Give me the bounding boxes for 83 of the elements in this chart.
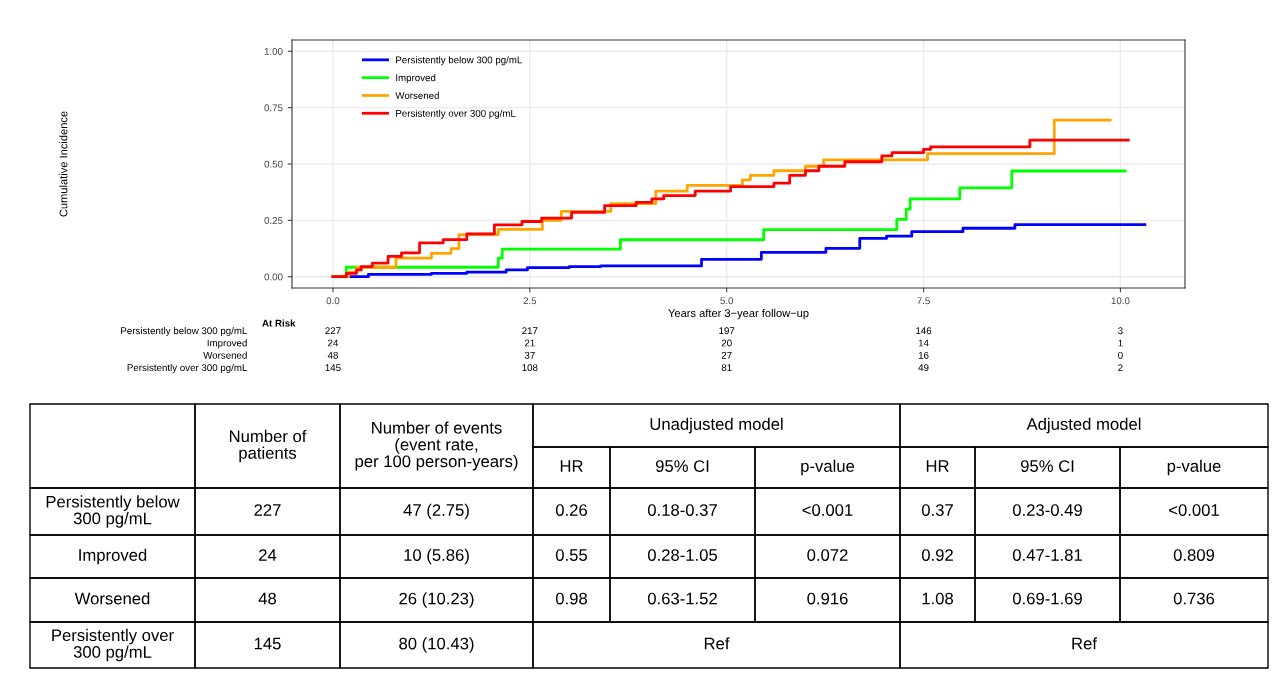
text: <0.001 (802, 504, 853, 516)
text: 1.08 (922, 592, 953, 605)
text: 10 (5.86) (404, 548, 469, 565)
text: 21 (524, 339, 535, 347)
text: 0.47-1.81 (1012, 549, 1082, 561)
text: Worsened (203, 351, 247, 359)
text: Ref (1072, 637, 1097, 650)
x-tick-label: 10.0 (1111, 297, 1130, 305)
text: 3 (1118, 327, 1123, 335)
text: 227 (325, 327, 341, 335)
text: 20 (721, 339, 732, 347)
text: 0.69-1.69 (1012, 592, 1082, 605)
legend-label: Improved (396, 74, 436, 84)
x-tick-label: 2.5 (523, 297, 537, 305)
text: HR (926, 460, 949, 472)
text: 0.26 (555, 504, 587, 516)
text: Improved (207, 339, 247, 349)
x-axis-title: Years after 3−year follow−up (668, 308, 809, 320)
text: 24 (259, 549, 277, 561)
text: 217 (522, 327, 538, 335)
text: 0.63-1.52 (647, 592, 717, 605)
text: p-value (801, 459, 855, 476)
y-tick-label: 0.75 (264, 104, 283, 112)
legend-label: Persistently below 300 pg/mL (396, 56, 523, 66)
text: 48 (327, 351, 338, 359)
text: 0.23-0.49 (1012, 504, 1082, 516)
x-tick-label: 7.5 (917, 297, 930, 305)
text: Unadjusted model (650, 417, 783, 434)
text: 0.28-1.05 (647, 549, 718, 561)
text: 145 (325, 364, 341, 372)
text: 27 (721, 351, 732, 359)
text: 37 (524, 351, 535, 359)
text: 197 (719, 327, 735, 335)
text: 0 (1118, 351, 1123, 359)
legend-label: Worsened (395, 91, 439, 99)
y-tick-label: 0.25 (264, 217, 283, 224)
text: <0.001 (1169, 504, 1219, 516)
text: 108 (522, 364, 538, 372)
text: 0.98 (555, 592, 587, 605)
text: 81 (721, 364, 732, 372)
text: 49 (918, 364, 929, 372)
text: 16 (918, 351, 929, 359)
text: 227 (254, 504, 281, 516)
text: 0.736 (1173, 592, 1215, 605)
text: 0.18-0.37 (647, 504, 717, 516)
y-tick-label: 0.00 (264, 273, 283, 281)
text: 0.92 (921, 549, 953, 561)
y-tick-label: 0.50 (264, 160, 283, 168)
text: 14 (918, 339, 929, 347)
text: Number of patients (229, 429, 307, 463)
text: Ref (704, 637, 730, 650)
text: Persistently over 300 pg/mL (127, 363, 248, 373)
text: Worsened (74, 592, 150, 605)
text: p-value (1167, 459, 1221, 476)
x-tick-label: 0.0 (326, 297, 340, 305)
text: 0.916 (807, 592, 848, 605)
text: Number of events (event rate, per 100 person-years) (355, 421, 518, 471)
text: 0.072 (807, 549, 848, 561)
text: Persistently over 300 pg/mL (52, 628, 174, 662)
text: HR (560, 460, 583, 472)
text: 47 (2.75) (403, 503, 469, 520)
text: Persistently below 300 pg/mL (46, 495, 180, 528)
text: 48 (258, 592, 277, 605)
text: 0.37 (921, 504, 953, 516)
text: 2 (1118, 364, 1123, 371)
x-tick-label: 5.0 (720, 297, 734, 305)
text: At Risk (262, 319, 296, 327)
text: 24 (328, 339, 339, 347)
legend-label: Persistently over 300 pg/mL (396, 109, 516, 119)
text: 0.809 (1173, 549, 1215, 561)
text: Persistently below 300 pg/mL (121, 327, 248, 337)
text: 146 (916, 327, 932, 335)
text: 1 (1118, 339, 1123, 347)
y-tick-label: 1.00 (264, 48, 283, 55)
text: 145 (254, 637, 281, 650)
text: 26 (10.23) (399, 592, 474, 608)
text: 95% CI (1020, 460, 1074, 472)
text: 95% CI (655, 460, 709, 472)
text: Improved (79, 548, 147, 565)
y-axis-title: Cumulative Incidence (59, 111, 68, 217)
text: 0.55 (555, 549, 588, 561)
text: Adjusted model (1026, 417, 1141, 434)
text: 80 (10.43) (399, 637, 474, 653)
